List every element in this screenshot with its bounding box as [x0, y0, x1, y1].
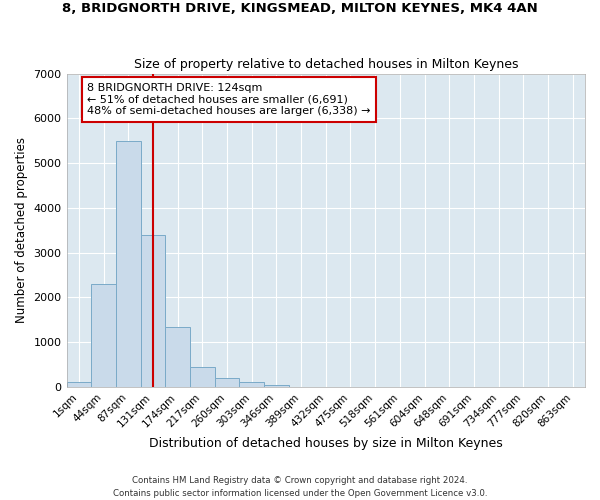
Title: Size of property relative to detached houses in Milton Keynes: Size of property relative to detached ho…: [134, 58, 518, 71]
Y-axis label: Number of detached properties: Number of detached properties: [15, 138, 28, 324]
Bar: [264, 384, 289, 387]
Bar: [239, 382, 264, 387]
X-axis label: Distribution of detached houses by size in Milton Keynes: Distribution of detached houses by size …: [149, 437, 503, 450]
Text: Contains HM Land Registry data © Crown copyright and database right 2024.
Contai: Contains HM Land Registry data © Crown c…: [113, 476, 487, 498]
Bar: [116, 140, 140, 387]
Bar: [165, 326, 190, 387]
Bar: [67, 382, 91, 387]
Bar: [91, 284, 116, 387]
Bar: [215, 378, 239, 387]
Text: 8 BRIDGNORTH DRIVE: 124sqm
← 51% of detached houses are smaller (6,691)
48% of s: 8 BRIDGNORTH DRIVE: 124sqm ← 51% of deta…: [87, 83, 371, 116]
Text: 8, BRIDGNORTH DRIVE, KINGSMEAD, MILTON KEYNES, MK4 4AN: 8, BRIDGNORTH DRIVE, KINGSMEAD, MILTON K…: [62, 2, 538, 16]
Bar: [190, 367, 215, 387]
Bar: [140, 234, 165, 387]
